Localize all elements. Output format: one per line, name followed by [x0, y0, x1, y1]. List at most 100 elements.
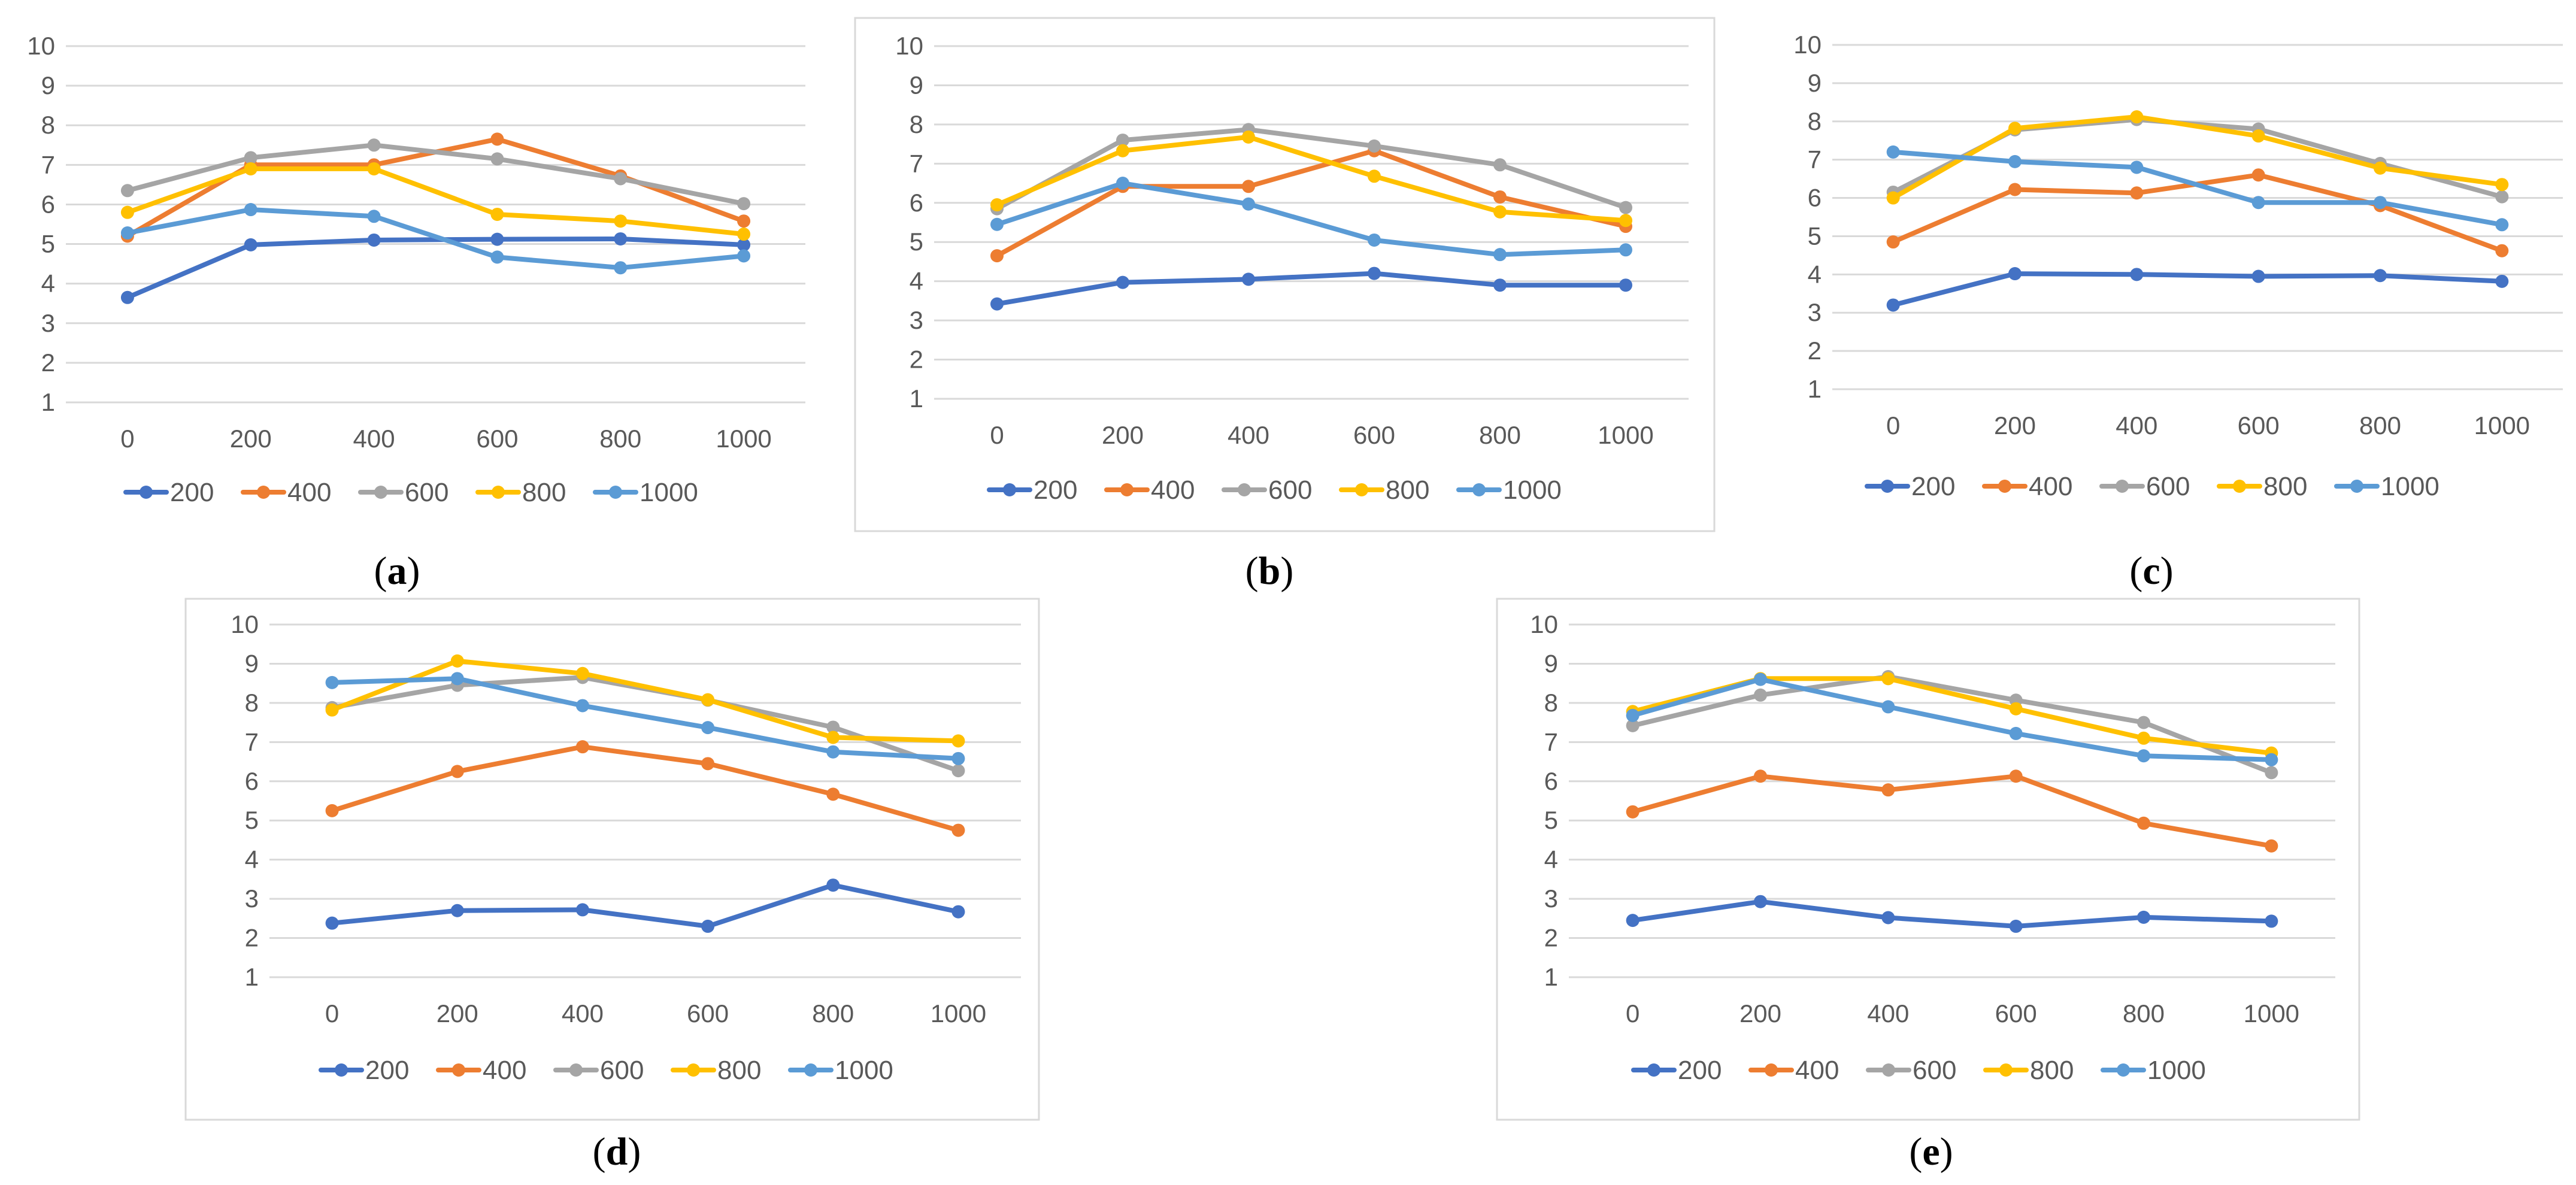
chart-a-ytick-1: 1 — [41, 388, 55, 416]
chart-b-legend-200-marker — [1003, 483, 1016, 496]
chart-a-legend-400: 400 — [287, 478, 331, 507]
chart-b-series-1000-point-600 — [1368, 233, 1381, 247]
chart-b-series-400-point-400 — [1242, 180, 1255, 193]
chart-b-ytick-3: 3 — [910, 306, 923, 334]
chart-c-series-400-point-1000 — [2495, 244, 2509, 257]
chart-d-series-200-point-200 — [450, 904, 464, 917]
chart-a-series-600-line — [125, 143, 747, 207]
chart-c-ytick-8: 8 — [1808, 107, 1822, 135]
chart-c-series-800-point-200 — [2008, 122, 2022, 135]
chart-b-legend-800: 800 — [1386, 475, 1429, 505]
chart-e-series-1000-point-400 — [1881, 700, 1895, 714]
chart-a-series-800-point-200 — [244, 162, 257, 175]
chart-a-legend-200-marker — [140, 486, 153, 499]
chart-a-xtick-600: 600 — [476, 425, 518, 453]
chart-e-series-1000-line — [1630, 677, 2274, 762]
chart-e-ytick-10: 10 — [1530, 610, 1558, 638]
chart-b-series-600-point-1000 — [1619, 201, 1632, 214]
chart-b-series-1000-point-800 — [1493, 248, 1507, 262]
chart-b-series-800-point-400 — [1242, 130, 1255, 144]
chart-d-ytick-5: 5 — [245, 806, 259, 834]
chart-e-legend-600: 600 — [1913, 1056, 1956, 1085]
chart-a-legend-600-marker — [374, 486, 387, 499]
chart-e-series-400-line — [1630, 774, 2274, 848]
chart-e-xtick-200: 200 — [1739, 999, 1781, 1028]
chart-b-series-200-line — [995, 271, 1628, 307]
chart-d-series-400-point-400 — [575, 740, 589, 754]
chart-d-ytick-3: 3 — [245, 884, 259, 913]
chart-b-series-800-line — [995, 134, 1628, 223]
chart-b-series-800-point-600 — [1368, 169, 1381, 183]
chart-e-series-1000-point-800 — [2137, 749, 2150, 763]
chart-e-series-1000-point-200 — [1754, 672, 1767, 686]
chart-d-xtick-200: 200 — [437, 999, 478, 1028]
chart-a-series-200-point-600 — [490, 232, 504, 246]
chart-c-series-200-point-400 — [2130, 268, 2144, 281]
chart-e-series-200-line — [1630, 899, 2274, 929]
chart-d-series-800-point-1000 — [951, 734, 965, 748]
chart-c-series-200-point-600 — [2251, 269, 2265, 283]
chart-d-ytick-7: 7 — [245, 728, 259, 756]
chart-e-series-800-point-600 — [2009, 702, 2023, 716]
chart-b-legend-1000-marker — [1472, 483, 1486, 496]
chart-a-ytick-9: 9 — [41, 71, 55, 99]
chart-a-series-800-point-800 — [614, 214, 628, 228]
chart-e-series-200-point-0 — [1626, 914, 1639, 928]
chart-b-ytick-5: 5 — [910, 228, 923, 256]
chart-c-legend-600: 600 — [2146, 472, 2190, 501]
chart-b-legend-800-marker — [1355, 483, 1368, 496]
chart-c-series-200-point-1000 — [2495, 274, 2509, 288]
chart-b-xtick-400: 400 — [1228, 421, 1269, 449]
chart-c-series-1000-point-800 — [2374, 196, 2387, 210]
chart-c-legend-400: 400 — [2029, 472, 2072, 501]
chart-b-series-1000-point-0 — [990, 217, 1004, 231]
chart-b-xtick-800: 800 — [1479, 421, 1521, 449]
chart-c-series-800-point-600 — [2251, 129, 2265, 143]
chart-c-series-400-point-400 — [2130, 186, 2144, 200]
chart-a-series-200-line — [125, 237, 747, 300]
chart-c-series-1000-point-600 — [2251, 196, 2265, 210]
chart-b-legend-600-marker — [1238, 483, 1251, 496]
chart-c-xtick-1000: 1000 — [2474, 411, 2530, 440]
chart-c-xtick-0: 0 — [1886, 411, 1900, 440]
chart-c: 1 2 3 4 5 6 7 8 9 10 0 200 400 600 800 1000 200 400 600 800… — [1793, 31, 2563, 593]
chart-b-legend-200: 200 — [1034, 475, 1077, 505]
chart-a-series-200-point-800 — [614, 232, 628, 246]
chart-e-series-600-point-200 — [1754, 688, 1767, 702]
chart-b-series-200-point-0 — [990, 297, 1004, 311]
chart-a-legend-1000: 1000 — [640, 478, 698, 507]
chart-b-legend-1000: 1000 — [1503, 475, 1562, 505]
chart-b-series-600-line — [995, 127, 1628, 211]
chart-b-series-800-point-200 — [1116, 144, 1129, 157]
chart-d-series-400-point-0 — [325, 804, 339, 817]
chart-d-xtick-800: 800 — [812, 999, 854, 1028]
chart-c-ytick-9: 9 — [1808, 69, 1822, 97]
chart-a-ytick-3: 3 — [41, 309, 55, 337]
chart-a-ytick-5: 5 — [41, 230, 55, 258]
chart-e-series-600-point-1000 — [2265, 766, 2278, 780]
chart-e-xtick-600: 600 — [1995, 999, 2037, 1028]
chart-b-series-200-point-1000 — [1619, 278, 1632, 292]
chart-e-series-200-point-600 — [2009, 919, 2023, 933]
chart-a-ytick-2: 2 — [41, 348, 55, 377]
chart-d-series-1000-point-400 — [575, 699, 589, 713]
chart-e-series-600-line — [1630, 674, 2274, 775]
chart-a-ytick-4: 4 — [41, 269, 55, 298]
chart-d-series-1000-point-0 — [325, 675, 339, 689]
chart-d-ytick-9: 9 — [245, 649, 259, 677]
chart-a-series-1000-line — [125, 207, 747, 271]
chart-b-series-800-point-800 — [1493, 205, 1507, 219]
chart-e-xtick-0: 0 — [1626, 999, 1639, 1028]
chart-d-legend-800-marker — [687, 1063, 700, 1077]
chart-d-legend-1000: 1000 — [835, 1056, 893, 1085]
chart-e-ytick-9: 9 — [1544, 649, 1558, 677]
chart-c-ytick-3: 3 — [1808, 298, 1822, 326]
chart-d-series-1000-point-1000 — [951, 751, 965, 765]
chart-b-xtick-600: 600 — [1353, 421, 1395, 449]
chart-e-series-1000-point-1000 — [2265, 753, 2278, 766]
chart-b-ytick-10: 10 — [895, 32, 923, 60]
chart-c-ytick-2: 2 — [1808, 337, 1822, 365]
chart-e-ytick-4: 4 — [1544, 845, 1558, 874]
chart-d-legend-800: 800 — [717, 1056, 761, 1085]
